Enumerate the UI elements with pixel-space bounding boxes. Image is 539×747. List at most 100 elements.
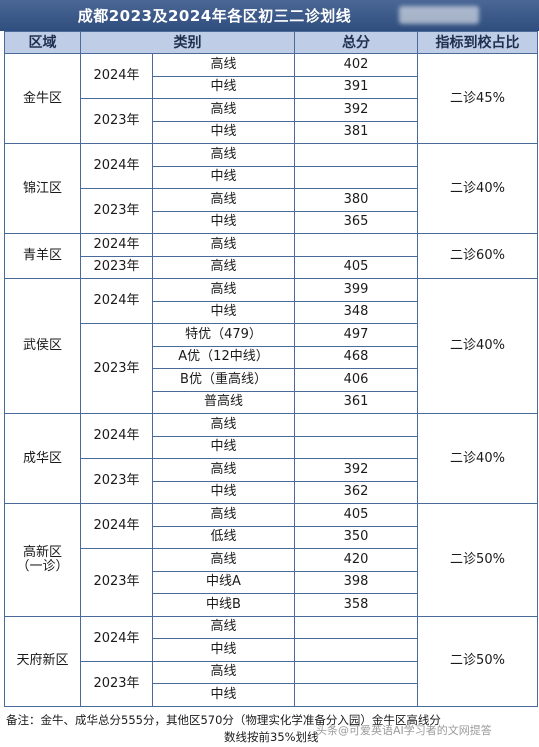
header-row: 区域 类别 总分 指标到校占比	[4, 31, 538, 54]
score-cell: 381	[294, 120, 418, 144]
category-cell: 中线	[152, 683, 295, 707]
year-cell: 2024年	[80, 615, 153, 662]
table-row: 成华区 2024年 高线 二诊40%	[4, 413, 538, 504]
category-cell: 中线	[152, 638, 295, 662]
category-cell: 高线	[152, 660, 295, 684]
category-cell: 中线	[152, 435, 295, 459]
score-cell: 391	[294, 75, 418, 99]
year-cell: 2024年	[80, 233, 153, 257]
category-cell: B优（重高线）	[152, 368, 295, 392]
ratio-cell: 二诊40%	[417, 278, 538, 414]
category-cell: 中线	[152, 75, 295, 99]
footnote-line1: 备注：金牛、成华总分555分，其他区570分（物理实化学准备分入园）金牛区高线分	[6, 713, 441, 727]
table-row: 2023年 特优（479） 497	[5, 323, 538, 414]
year-cell: 2023年	[80, 458, 153, 504]
category-cell: 普高线	[152, 390, 295, 414]
score-cell: 399	[294, 278, 418, 302]
ratio-cell: 二诊40%	[417, 413, 538, 504]
score-cell: 420	[294, 548, 418, 572]
score-cell: 361	[294, 390, 418, 414]
category-cell: 高线	[152, 503, 295, 527]
footnote: 备注：金牛、成华总分555分，其他区570分（物理实化学准备分入园）金牛区高线分…	[0, 712, 539, 747]
table-row: 中线 381	[5, 120, 538, 144]
category-cell: 中线	[152, 300, 295, 324]
category-cell: 中线	[152, 210, 295, 234]
category-cell: 高线	[152, 98, 295, 122]
category-cell: A优（12中线）	[152, 345, 295, 369]
region-cell: 金牛区	[4, 53, 81, 144]
table-row: 2023年 高线 380	[5, 188, 538, 234]
table-row: 青羊区 2024年 高线 二诊60%	[4, 233, 538, 279]
header-ratio: 指标到校占比	[417, 31, 538, 54]
table-row: 高新区 （一诊） 2024年 高线 405 二诊50%	[4, 503, 538, 617]
category-cell: 高线	[152, 458, 295, 482]
score-cell: 348	[294, 300, 418, 324]
ratio-cell: 二诊45%	[417, 53, 538, 144]
score-cell: 497	[294, 323, 418, 347]
year-cell: 2023年	[80, 323, 153, 414]
year-cell: 2024年	[80, 278, 153, 324]
header-region: 区域	[4, 31, 81, 54]
category-cell: 中线A	[152, 570, 295, 594]
score-table: 区域 类别 总分 指标到校占比 金牛区 2024年 高线 402 二诊45% 中线 391 2…	[4, 31, 538, 707]
table-row: A优（12中线） 468	[5, 345, 538, 369]
table-row: 2023年 高线 405	[5, 255, 538, 279]
score-cell: 358	[294, 593, 418, 617]
year-cell: 2023年	[80, 255, 153, 279]
table-row: 武侯区 2024年 高线 399 二诊40%	[4, 278, 538, 414]
page-title: 成都2023及2024年各区初三二诊划线	[77, 7, 352, 25]
year-cell: 2024年	[80, 413, 153, 459]
score-cell: 362	[294, 480, 418, 504]
score-cell	[294, 615, 418, 639]
score-cell: 468	[294, 345, 418, 369]
category-cell: 高线	[152, 615, 295, 639]
ratio-cell: 二诊50%	[417, 615, 538, 707]
header-score: 总分	[294, 31, 418, 54]
category-cell: 特优（479）	[152, 323, 295, 347]
table-row: 2023年 高线 392	[5, 458, 538, 504]
table-row: 中线	[5, 165, 538, 189]
year-cell: 2023年	[80, 188, 153, 234]
table-row: 中线 365	[5, 210, 538, 234]
table-row: 中线	[5, 683, 538, 707]
category-cell: 高线	[152, 548, 295, 572]
region-cell: 青羊区	[4, 233, 81, 279]
year-cell: 2023年	[80, 548, 153, 617]
year-cell: 2024年	[80, 503, 153, 549]
score-cell	[294, 435, 418, 459]
category-cell: 高线	[152, 278, 295, 302]
title-bar: 成都2023及2024年各区初三二诊划线	[0, 0, 539, 31]
table-row: B优（重高线） 406	[5, 368, 538, 392]
category-cell: 低线	[152, 525, 295, 549]
category-cell: 高线	[152, 255, 295, 279]
score-cell: 402	[294, 53, 418, 77]
category-cell: 高线	[152, 53, 295, 77]
score-cell: 365	[294, 210, 418, 234]
ratio-cell: 二诊60%	[417, 233, 538, 279]
footnote-line2: 数线按前35%划线	[224, 730, 319, 744]
region-cell: 高新区 （一诊）	[4, 503, 81, 617]
score-cell	[294, 413, 418, 437]
score-cell	[294, 233, 418, 257]
category-cell: 中线	[152, 480, 295, 504]
category-cell: 高线	[152, 233, 295, 257]
category-cell: 高线	[152, 143, 295, 167]
table-body: 金牛区 2024年 高线 402 二诊45% 中线 391 2023年 高线 392 中线 381 锦江…	[4, 53, 538, 707]
score-cell: 406	[294, 368, 418, 392]
year-cell: 2023年	[80, 98, 153, 144]
score-cell	[294, 660, 418, 684]
score-cell: 405	[294, 255, 418, 279]
title-glare	[399, 6, 479, 24]
region-cell: 锦江区	[4, 143, 81, 234]
score-cell: 392	[294, 458, 418, 482]
table-row: 天府新区 2024年 高线 二诊50%	[4, 615, 538, 707]
year-cell: 2024年	[80, 53, 153, 99]
table-row: 2023年 高线 392	[5, 98, 538, 144]
score-cell	[294, 683, 418, 707]
score-cell: 398	[294, 570, 418, 594]
year-cell: 2024年	[80, 143, 153, 189]
score-cell	[294, 165, 418, 189]
region-cell: 天府新区	[4, 615, 81, 707]
region-cell: 成华区	[4, 413, 81, 504]
score-cell: 392	[294, 98, 418, 122]
